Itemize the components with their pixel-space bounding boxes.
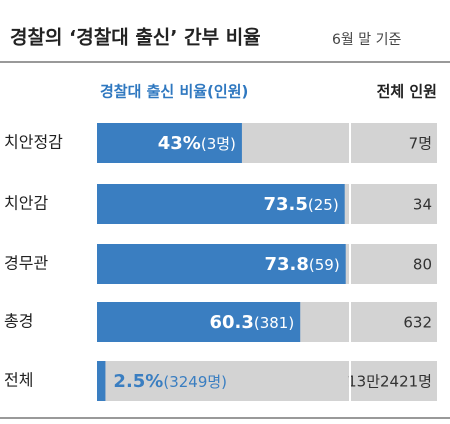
total-label: 80 [413,256,432,274]
count-text: (3249명) [163,373,227,391]
count-text: (381) [254,314,294,332]
count-text: (3명) [201,135,236,153]
value-text: 73.8 [264,254,308,275]
value-label: 43%(3명) [158,133,236,154]
value-text: 73.5 [263,194,307,215]
value-text: 2.5% [113,371,163,392]
chart-title: 경찰의 ‘경찰대 출신’ 간부 비율 [10,27,261,49]
bar [97,123,242,163]
total-label: 7명 [409,135,432,153]
category-label: 총경 [4,312,33,331]
category-label: 전체 [4,371,33,390]
category-label: 치안정감 [4,133,63,152]
bar [97,244,346,284]
chart-subtitle: 6월 말 기준 [332,32,401,48]
bar [97,302,301,342]
category-label: 경무관 [4,254,48,273]
count-text: (59) [309,256,340,274]
legend-entry: 경찰대 출신 비율(인원) [100,83,248,101]
total-label: 34 [413,196,432,214]
total-label: 632 [403,314,432,332]
value-label: 73.8(59) [264,254,339,275]
value-label: 2.5%(3249명) [113,371,227,392]
value-label: 73.5(25) [263,194,338,215]
value-text: 43% [158,133,201,154]
category-label: 치안감 [4,194,48,213]
value-label: 60.3(381) [209,312,294,333]
bar [97,184,345,224]
value-text: 60.3 [209,312,253,333]
legend-entry: 전체 인원 [377,83,437,101]
bar [97,361,106,401]
count-text: (25) [308,196,339,214]
bar-background [97,361,437,401]
total-label: 13만2421명 [347,373,432,391]
